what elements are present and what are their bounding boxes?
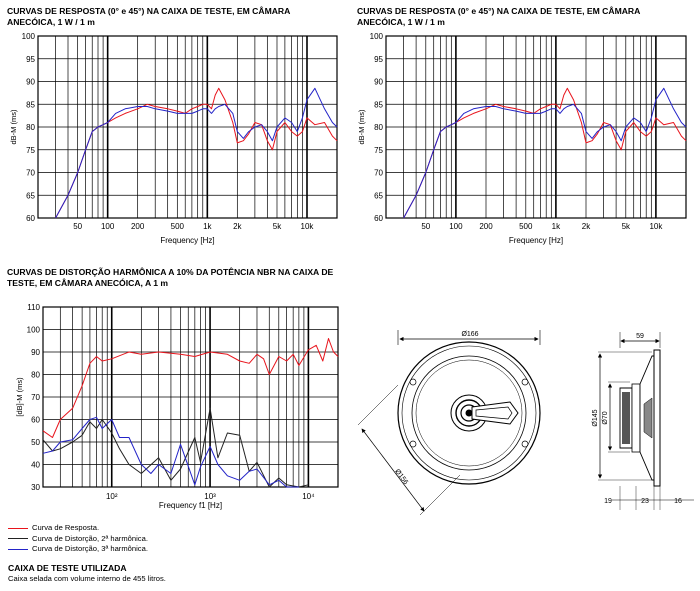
y-tick-label: 100 <box>27 326 41 335</box>
x-tick-label: 1k <box>552 222 561 231</box>
x-tick-label: 50 <box>421 222 430 231</box>
x-tick-label: 200 <box>131 222 145 231</box>
x-tick-label: 200 <box>479 222 493 231</box>
x-tick-label: 2k <box>582 222 591 231</box>
x-axis-label: Frequency f1 [Hz] <box>159 501 222 510</box>
y-tick-label: 40 <box>31 461 40 470</box>
y-tick-label: 30 <box>31 483 40 492</box>
y-tick-label: 90 <box>374 78 383 87</box>
y-tick-label: 65 <box>374 191 383 200</box>
y-tick-label: 65 <box>26 191 35 200</box>
x-axis-label: Frequency [Hz] <box>509 236 563 245</box>
test-box-text: Caixa selada com volume interno de 455 l… <box>8 574 166 583</box>
y-tick-label: 85 <box>26 100 35 109</box>
d70-label: Ø70 <box>602 411 609 424</box>
y-tick-label: 70 <box>26 169 35 178</box>
legend-label-response: Curva de Resposta. <box>32 523 100 532</box>
y-tick-label: 110 <box>27 303 40 312</box>
d156-dimension-line <box>361 428 425 512</box>
y-tick-label: 80 <box>374 123 383 132</box>
y-tick-label: 90 <box>31 348 40 357</box>
series-line-blue <box>403 87 687 219</box>
y-tick-label: 100 <box>22 32 36 41</box>
x-tick-label: 10² <box>106 492 118 501</box>
response-chart-title-right: CURVAS DE RESPOSTA (0° e 45°) NA CAIXA D… <box>357 6 641 27</box>
d166-label: Ø166 <box>461 331 478 338</box>
y-tick-label: 85 <box>374 100 383 109</box>
d145-label: Ø145 <box>592 409 599 426</box>
y-tick-label: 80 <box>26 123 35 132</box>
y-axis-label: [dB]-M (ms) <box>15 377 24 417</box>
y-axis-label: dB-M (ms) <box>9 109 18 144</box>
y-tick-label: 80 <box>31 371 40 380</box>
x-tick-label: 2k <box>233 222 242 231</box>
legend-item-response: Curva de Resposta. <box>8 523 148 534</box>
x-axis-label: Frequency [Hz] <box>160 236 214 245</box>
y-tick-label: 70 <box>374 169 383 178</box>
dim-16-label: 16 <box>674 498 682 505</box>
x-tick-label: 10³ <box>204 492 216 501</box>
series-line-black <box>42 407 309 488</box>
depth-59-label: 59 <box>636 333 644 340</box>
y-tick-label: 95 <box>374 55 383 64</box>
legend-swatch-h2 <box>8 538 28 540</box>
x-tick-label: 5k <box>273 222 282 231</box>
y-tick-label: 100 <box>370 32 384 41</box>
series-line-blue <box>42 416 299 488</box>
x-tick-label: 10k <box>301 222 315 231</box>
x-tick-label: 500 <box>171 222 185 231</box>
dim-23-label: 23 <box>641 498 649 505</box>
y-tick-label: 75 <box>374 146 383 155</box>
legend-label-h2: Curva de Distorção, 2ª harmônica. <box>32 533 148 543</box>
distortion-chart-title: CURVAS DE DISTORÇÃO HARMÔNICA A 10% DA P… <box>7 267 334 288</box>
legend-swatch-h3 <box>8 548 28 550</box>
legend-item-h2: Curva de Distorção, 2ª harmônica. <box>8 534 148 545</box>
x-tick-label: 5k <box>622 222 631 231</box>
x-tick-label: 50 <box>73 222 82 231</box>
response-chart-title-left: CURVAS DE RESPOSTA (0° e 45°) NA CAIXA D… <box>7 6 291 27</box>
y-tick-label: 95 <box>26 55 35 64</box>
y-tick-label: 60 <box>26 214 35 223</box>
x-tick-label: 1k <box>203 222 212 231</box>
y-tick-label: 60 <box>31 416 40 425</box>
y-tick-label: 60 <box>374 214 383 223</box>
speaker-front-drawing: Ø166 Ø156 <box>357 330 541 516</box>
y-tick-label: 90 <box>26 78 35 87</box>
y-tick-label: 50 <box>31 438 40 447</box>
dim-19-label: 19 <box>604 498 612 505</box>
y-axis-label: dB-M (ms) <box>357 109 366 144</box>
test-box-heading: CAIXA DE TESTE UTILIZADA <box>8 563 127 573</box>
y-tick-label: 70 <box>31 393 40 402</box>
y-tick-label: 75 <box>26 146 35 155</box>
legend-item-h3: Curva de Distorção, 3ª harmônica. <box>8 544 148 555</box>
x-tick-label: 500 <box>519 222 533 231</box>
x-tick-label: 10k <box>649 222 663 231</box>
speaker-side-drawing: 59 Ø145 Ø70 19 23 16 <box>592 332 694 510</box>
legend-swatch-response <box>8 527 28 529</box>
series-line-red <box>42 338 339 438</box>
legend-label-h3: Curva de Distorção, 3ª harmônica. <box>32 544 148 554</box>
d156-label: Ø156 <box>393 468 409 486</box>
series-line-blue <box>55 87 338 219</box>
x-tick-label: 100 <box>449 222 463 231</box>
x-tick-label: 100 <box>101 222 115 231</box>
x-tick-label: 10⁴ <box>302 492 315 501</box>
distortion-legend: Curva de Resposta. Curva de Distorção, 2… <box>8 523 148 555</box>
